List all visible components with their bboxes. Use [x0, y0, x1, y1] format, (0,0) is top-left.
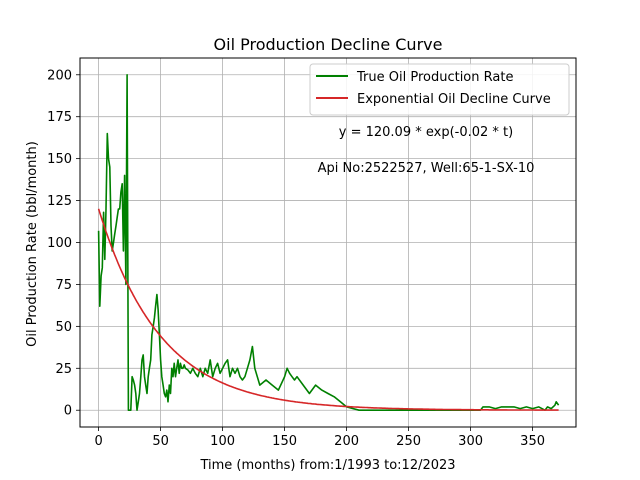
y-tick-label: 100 — [47, 236, 72, 251]
x-tick-label: 100 — [210, 434, 235, 449]
x-axis-label: Time (months) from:1/1993 to:12/2023 — [199, 458, 455, 473]
x-tick-label: 300 — [458, 434, 483, 449]
series-layer — [97, 74, 560, 411]
well-annotation: Api No:2522527, Well:65-1-SX-10 — [318, 161, 535, 176]
series-true-oil-production-rate — [97, 74, 560, 411]
y-tick-label: 125 — [47, 194, 72, 209]
y-tick-label: 0 — [64, 404, 72, 419]
y-tick-label: 75 — [55, 278, 72, 293]
y-tick-label: 150 — [47, 152, 72, 167]
y-axis-label: Oil Production Rate (bbl/month) — [25, 141, 40, 347]
x-tick-label: 0 — [94, 434, 102, 449]
y-tick-label: 175 — [47, 110, 72, 125]
chart-title: Oil Production Decline Curve — [214, 35, 443, 54]
grid — [80, 58, 576, 427]
legend: True Oil Production Rate Exponential Oil… — [309, 63, 570, 116]
x-tick-label: 250 — [396, 434, 421, 449]
legend-box — [309, 63, 570, 116]
x-tick-label: 150 — [272, 434, 297, 449]
y-tick-label: 50 — [55, 320, 72, 335]
y-tick-label: 25 — [55, 362, 72, 377]
x-axis-ticks: 0 50 100 150 200 250 300 350 — [94, 427, 545, 449]
y-axis-ticks: 0 25 50 75 100 125 150 175 200 — [47, 68, 80, 419]
x-tick-label: 50 — [152, 434, 169, 449]
y-tick-label: 200 — [47, 68, 72, 83]
x-tick-label: 200 — [334, 434, 359, 449]
legend-label-true-rate: True Oil Production Rate — [356, 70, 513, 85]
series-exponential-decline-curve — [97, 208, 559, 411]
equation-annotation: y = 120.09 * exp(-0.02 * t) — [339, 125, 513, 140]
legend-label-decline-curve: Exponential Oil Decline Curve — [357, 92, 551, 107]
x-tick-label: 350 — [520, 434, 545, 449]
